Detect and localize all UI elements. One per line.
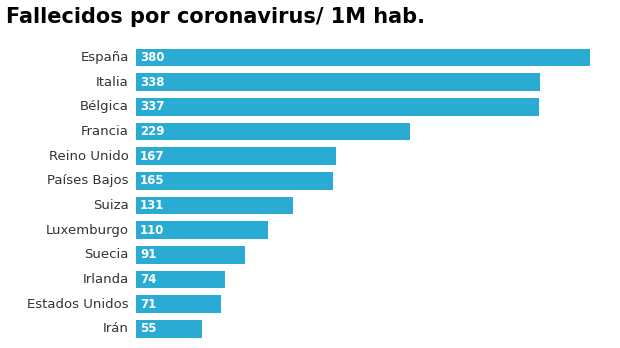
Text: Fallecidos por coronavirus/ 1M hab.: Fallecidos por coronavirus/ 1M hab.	[6, 7, 425, 27]
Text: 337: 337	[140, 100, 164, 113]
Bar	[136, 320, 202, 338]
Text: 165: 165	[140, 174, 164, 187]
Bar	[136, 295, 221, 313]
Bar	[136, 246, 245, 264]
Text: 131: 131	[140, 199, 164, 212]
Text: 74: 74	[140, 273, 156, 286]
Bar	[136, 49, 590, 66]
Text: 110: 110	[140, 224, 164, 237]
Text: Francia: Francia	[81, 125, 129, 138]
Text: España: España	[81, 51, 129, 64]
Text: 167: 167	[140, 150, 164, 163]
Bar	[136, 270, 224, 288]
Bar	[136, 197, 293, 214]
Text: Suiza: Suiza	[93, 199, 129, 212]
Text: 229: 229	[140, 125, 164, 138]
Text: Irán: Irán	[103, 322, 129, 335]
Text: 338: 338	[140, 76, 164, 89]
Text: Italia: Italia	[96, 76, 129, 89]
Bar	[136, 73, 540, 91]
Bar	[136, 221, 268, 239]
Text: 71: 71	[140, 298, 156, 310]
Text: Luxemburgo: Luxemburgo	[46, 224, 129, 237]
Text: 91: 91	[140, 248, 156, 261]
Bar	[136, 172, 334, 190]
Text: Estados Unidos: Estados Unidos	[27, 298, 129, 310]
Text: 380: 380	[140, 51, 164, 64]
Text: Países Bajos: Países Bajos	[48, 174, 129, 187]
Text: 55: 55	[140, 322, 156, 335]
Text: Suecia: Suecia	[84, 248, 129, 261]
Bar	[136, 147, 335, 165]
Bar	[136, 122, 410, 140]
Text: Irlanda: Irlanda	[82, 273, 129, 286]
Bar	[136, 98, 539, 116]
Text: Bélgica: Bélgica	[80, 100, 129, 113]
Text: Reino Unido: Reino Unido	[49, 150, 129, 163]
